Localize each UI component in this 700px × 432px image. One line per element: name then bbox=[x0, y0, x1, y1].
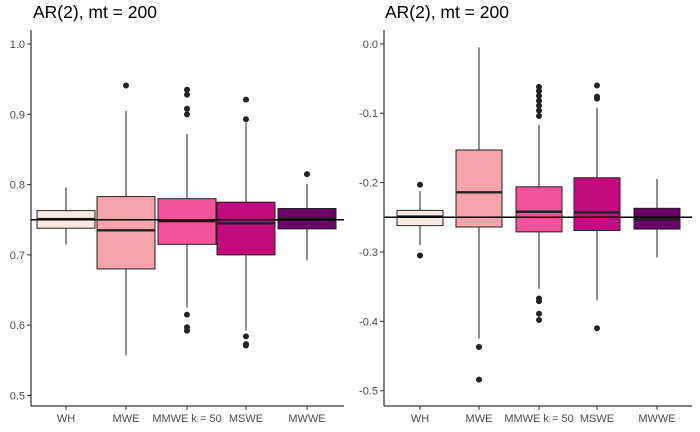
outlier-point bbox=[417, 252, 423, 259]
x-tick-label: MWWE bbox=[288, 413, 325, 425]
y-tick-label: 0.5 bbox=[10, 390, 25, 402]
panel-title-left: AR(2), mt = 200 bbox=[33, 2, 158, 22]
outlier-point bbox=[184, 91, 190, 98]
outlier-point bbox=[243, 342, 249, 349]
outlier-point bbox=[184, 327, 190, 334]
chart-panel-0: 0.5 0.6 0.7 0.8 0.9 1.0 WH MWE MMWE k = 50 MSWE MW… bbox=[10, 30, 344, 425]
outlier-point bbox=[536, 83, 542, 90]
panel-title-right: AR(2), mt = 200 bbox=[385, 2, 510, 22]
outlier-point bbox=[184, 105, 190, 112]
outlier-point bbox=[536, 88, 542, 95]
outlier-point bbox=[536, 92, 542, 99]
outlier-point bbox=[476, 376, 482, 383]
y-tick-label: 0.6 bbox=[10, 320, 25, 332]
outlier-point bbox=[536, 298, 542, 305]
y-tick-label: -0.1 bbox=[359, 108, 378, 120]
outlier-point bbox=[536, 102, 542, 109]
outlier-point bbox=[243, 96, 249, 103]
x-tick-label: MMWE k = 50 bbox=[152, 413, 221, 425]
chart-panel-1: -0.5 -0.4 -0.3 -0.2 -0.1 0.0 WH MWE MMWE k = 50 M… bbox=[359, 30, 692, 425]
outlier-point bbox=[594, 82, 600, 89]
outlier-point bbox=[184, 311, 190, 318]
outlier-point bbox=[184, 86, 190, 93]
outlier-point bbox=[536, 316, 542, 323]
box-mswe bbox=[216, 201, 276, 256]
box-mwe bbox=[96, 196, 156, 270]
x-tick-label: WH bbox=[411, 413, 429, 425]
outlier-point bbox=[476, 344, 482, 351]
y-tick-label: -0.2 bbox=[359, 178, 378, 190]
outlier-point bbox=[243, 116, 249, 123]
outlier-point bbox=[123, 82, 129, 89]
box-mswe bbox=[573, 177, 621, 231]
x-tick-label: MWE bbox=[466, 413, 493, 425]
box-mwe bbox=[455, 149, 503, 228]
y-tick-label: -0.4 bbox=[359, 316, 378, 328]
outlier-point bbox=[594, 95, 600, 102]
y-tick-label: 0.9 bbox=[10, 109, 25, 121]
x-tick-label: MSWE bbox=[580, 413, 614, 425]
outlier-point bbox=[184, 111, 190, 118]
y-tick-label: 0.8 bbox=[10, 180, 25, 192]
x-tick-label: MWE bbox=[113, 413, 140, 425]
outlier-point bbox=[536, 113, 542, 120]
outlier-point bbox=[417, 181, 423, 188]
outlier-point bbox=[304, 171, 310, 178]
outlier-point bbox=[536, 310, 542, 317]
outlier-point bbox=[594, 325, 600, 332]
outlier-point bbox=[536, 97, 542, 104]
y-tick-label: 0.0 bbox=[363, 39, 378, 51]
x-tick-label: MSWE bbox=[229, 413, 263, 425]
x-tick-label: WH bbox=[57, 413, 75, 425]
x-tick-label: MMWE k = 50 bbox=[504, 413, 573, 425]
y-tick-label: -0.3 bbox=[359, 247, 378, 259]
y-tick-label: 1.0 bbox=[10, 39, 25, 51]
x-tick-label: MWWE bbox=[638, 413, 675, 425]
box-mmwe-k-50 bbox=[515, 186, 563, 233]
y-tick-label: 0.7 bbox=[10, 250, 25, 262]
outlier-point bbox=[243, 333, 249, 340]
y-tick-label: -0.5 bbox=[359, 386, 378, 398]
outlier-point bbox=[536, 107, 542, 114]
